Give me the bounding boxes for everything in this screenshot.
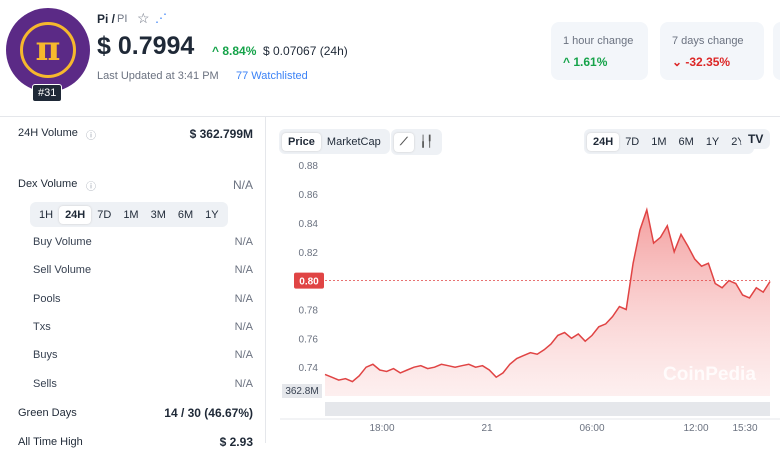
chart-tab[interactable]: Price xyxy=(282,133,321,151)
watchlist[interactable]: 77 Watchlisted xyxy=(236,70,308,82)
row-value: N/A xyxy=(234,236,253,248)
chart-tab[interactable]: MarketCap xyxy=(326,136,381,148)
stat-label: Green Days xyxy=(18,407,77,419)
range-tab[interactable]: 24H xyxy=(587,133,620,151)
tab[interactable]: 1M xyxy=(123,209,139,221)
tab[interactable]: 7D xyxy=(97,209,112,221)
change-amount: $ 0.07067 (24h) xyxy=(263,44,348,58)
tab[interactable]: 24H xyxy=(59,206,92,224)
x-tick-label: 15:30 xyxy=(732,423,757,434)
x-tick-label: 21 xyxy=(481,423,493,434)
tv-logo[interactable]: TV xyxy=(741,129,771,149)
range-tab[interactable]: 6M xyxy=(678,136,694,148)
coin-symbol: PI xyxy=(117,13,128,25)
stat-value-text: 1.61% xyxy=(573,55,608,69)
y-tick-label: 0.82 xyxy=(299,248,319,259)
chart-tabs: Price MarketCap xyxy=(279,129,390,154)
volume-badge xyxy=(282,384,322,398)
stat-label: Dex Volume xyxy=(18,178,78,190)
stat-value: N/A xyxy=(232,178,253,192)
logo: π xyxy=(6,8,90,92)
stat-card: 7 days change ⌄ -32.35% xyxy=(660,22,764,80)
y-tick-label: 0.74 xyxy=(299,363,319,374)
stat-value-text: -32.35% xyxy=(685,55,731,69)
divider xyxy=(265,116,266,443)
info-icon: ⓘ xyxy=(86,131,96,142)
coin-name: Pi / xyxy=(97,12,116,26)
price-change-value: 8.84% xyxy=(222,44,257,58)
y-tick-label: 0.78 xyxy=(299,305,319,316)
share-icon[interactable]: ⋰ xyxy=(155,11,167,25)
tab[interactable]: 1Y xyxy=(205,209,219,221)
y-tick-label: 0.86 xyxy=(299,190,319,201)
current-price-badge xyxy=(294,272,324,289)
row-label: Sell Volume xyxy=(33,264,92,277)
stat-card: 1 hour change ^ 1.61% xyxy=(551,22,648,80)
row-value: N/A xyxy=(234,292,253,305)
stat-value: $ 362.799M xyxy=(189,127,253,141)
current-price-label: 0.80 xyxy=(299,277,319,288)
x-tick-label: 18:00 xyxy=(369,423,394,434)
row-value: N/A xyxy=(234,349,253,362)
price: $ 0.7994 xyxy=(97,32,195,60)
price-change: ^ 8.84% xyxy=(212,44,257,58)
stat-label: 1 hour change xyxy=(563,35,634,47)
stat-card xyxy=(773,22,780,80)
row-value: N/A xyxy=(234,320,253,333)
x-tick-label: 12:00 xyxy=(683,423,708,434)
divider xyxy=(0,116,780,117)
stat-value: 14 / 30 (46.67%) xyxy=(164,406,253,420)
range-tab[interactable]: 1Y xyxy=(705,136,720,148)
row-label: Txs xyxy=(33,320,51,333)
tab[interactable]: 1H xyxy=(39,209,54,221)
updated: Last Updated at 3:41 PM xyxy=(97,70,219,82)
row-label: Buys xyxy=(33,349,58,362)
stat-label: 24H Volume xyxy=(18,127,78,139)
stat-value: ⌄ -32.35% xyxy=(672,55,731,69)
chart-style: ⟋ ╽╿ xyxy=(391,129,442,155)
stat-label: 7 days change xyxy=(672,35,744,47)
row-label: Pools xyxy=(33,292,61,305)
price-area xyxy=(325,209,770,396)
star-icon[interactable]: ☆ xyxy=(137,10,150,26)
candle-icon[interactable]: ╽╿ xyxy=(419,136,433,148)
info-icon: ⓘ xyxy=(86,182,96,193)
rank: #31 xyxy=(32,84,63,102)
row-label: Sells xyxy=(33,377,57,390)
row-value: N/A xyxy=(234,264,253,277)
watermark: CoinPedia xyxy=(663,364,756,385)
y-tick-label: 0.76 xyxy=(299,334,319,345)
line-icon[interactable]: ⟋ xyxy=(394,133,414,152)
tab[interactable]: 6M xyxy=(177,209,194,221)
range-tab[interactable]: 1M xyxy=(651,136,667,148)
volume-strip xyxy=(325,402,770,416)
y-tick-label: 0.88 xyxy=(299,161,319,172)
stat-value: ^ 1.61% xyxy=(563,55,608,69)
tab[interactable]: 3M xyxy=(150,209,166,221)
row-label: Buy Volume xyxy=(33,236,92,248)
volume-label: 362.8M xyxy=(285,386,318,397)
range-tabs: 24H 7D 1M 6M 1Y 2Y xyxy=(584,129,754,154)
tab-group: 1H 24H 7D 1M 3M 6M 1Y xyxy=(30,202,228,227)
price-line xyxy=(324,207,771,383)
y-tick-label: 0.84 xyxy=(299,219,319,230)
row-value: N/A xyxy=(234,377,253,390)
range-tab[interactable]: 7D xyxy=(625,136,640,148)
x-tick-label: 06:00 xyxy=(579,423,604,434)
